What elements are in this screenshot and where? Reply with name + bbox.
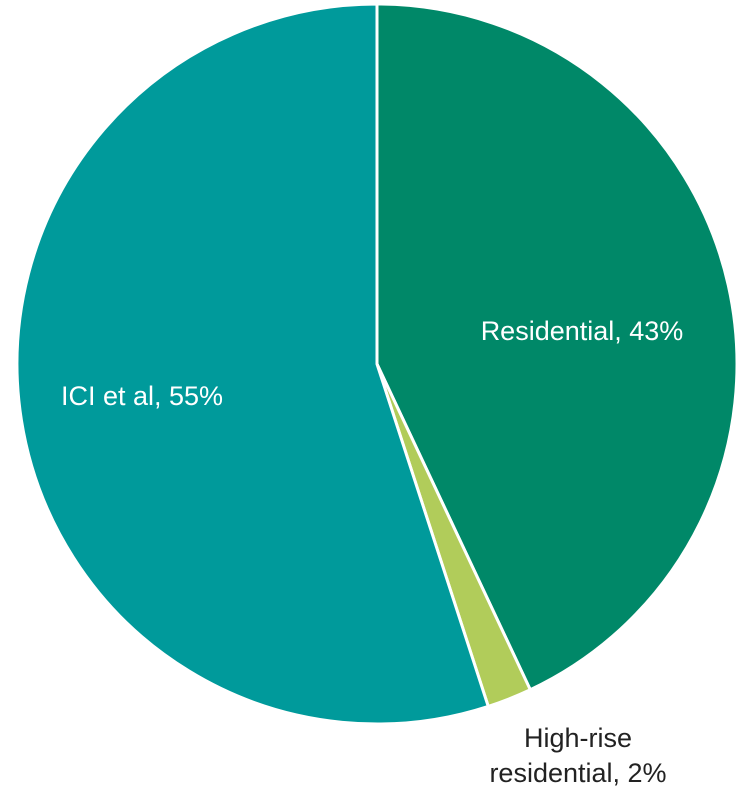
data-label-line: High-rise xyxy=(524,723,632,753)
pie-slice xyxy=(375,2,737,692)
data-label-line: Residential, 43% xyxy=(481,316,684,346)
pie-slice xyxy=(15,2,491,726)
data-label: Residential, 43% xyxy=(481,316,684,346)
data-label: High-rise residential, 2% xyxy=(489,723,666,788)
data-label: ICI et al, 55% xyxy=(61,381,223,411)
data-label-line: ICI et al, 55% xyxy=(61,381,223,411)
data-label-line: residential, 2% xyxy=(489,758,666,788)
